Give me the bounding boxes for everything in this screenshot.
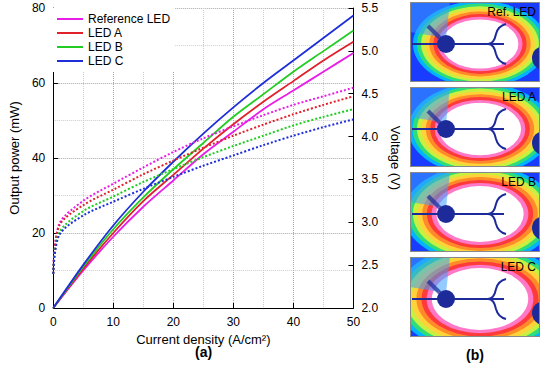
- svg-text:40: 40: [32, 151, 46, 165]
- svg-text:50: 50: [347, 315, 361, 329]
- svg-text:Ref. LED: Ref. LED: [487, 5, 536, 19]
- svg-text:Reference LED: Reference LED: [88, 12, 170, 26]
- svg-text:30: 30: [227, 315, 241, 329]
- svg-text:LED C: LED C: [88, 54, 124, 68]
- svg-text:2.0: 2.0: [361, 301, 378, 315]
- svg-text:3.0: 3.0: [361, 215, 378, 229]
- svg-text:80: 80: [32, 1, 46, 15]
- svg-text:4.0: 4.0: [361, 130, 378, 144]
- svg-text:20: 20: [167, 315, 181, 329]
- svg-text:Voltage (V): Voltage (V): [388, 126, 403, 190]
- svg-text:3.5: 3.5: [361, 172, 378, 186]
- svg-text:0: 0: [50, 315, 57, 329]
- svg-text:LED C: LED C: [501, 260, 537, 274]
- svg-text:(a): (a): [195, 344, 212, 360]
- svg-text:LED A: LED A: [502, 90, 536, 104]
- svg-text:10: 10: [107, 315, 121, 329]
- svg-text:4.5: 4.5: [361, 87, 378, 101]
- svg-text:LED B: LED B: [501, 175, 536, 189]
- svg-text:5.0: 5.0: [361, 44, 378, 58]
- svg-text:40: 40: [287, 315, 301, 329]
- svg-text:(b): (b): [466, 347, 484, 363]
- svg-text:5.5: 5.5: [361, 1, 378, 15]
- svg-text:LED A: LED A: [88, 26, 122, 40]
- svg-text:60: 60: [32, 76, 46, 90]
- svg-text:2.5: 2.5: [361, 258, 378, 272]
- svg-text:0: 0: [39, 301, 46, 315]
- svg-text:LED B: LED B: [88, 40, 123, 54]
- svg-text:20: 20: [32, 226, 46, 240]
- svg-text:Output power (mW): Output power (mW): [7, 101, 22, 214]
- svg-text:Current density (A/cm²): Current density (A/cm²): [136, 331, 271, 347]
